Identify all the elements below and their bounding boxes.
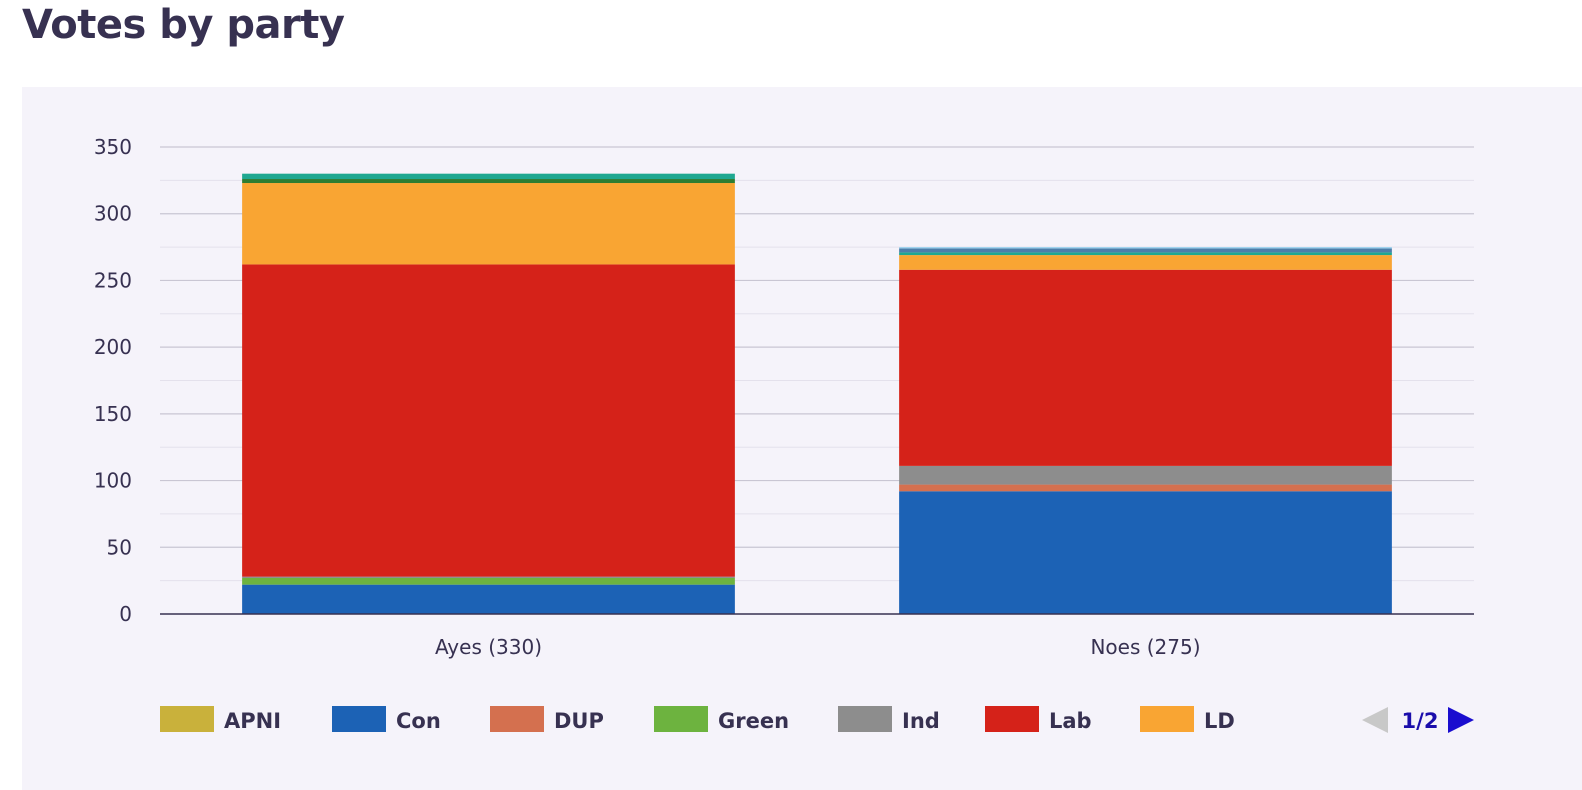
bar-segment-dup[interactable]	[899, 484, 1392, 492]
y-tick-label: 300	[94, 202, 132, 226]
arrow-left-icon[interactable]	[1362, 707, 1388, 733]
bar-segment-other-teal[interactable]	[899, 252, 1392, 256]
bar-segment-lab[interactable]	[242, 264, 735, 577]
stacked-bar-chart: 0 50 100 150 200 250 300 350 Ayes (330) Noes (275…	[94, 135, 1474, 733]
bar-segment-ld[interactable]	[899, 255, 1392, 270]
legend-swatch-ind[interactable]	[838, 706, 892, 732]
y-tick-label: 0	[119, 602, 132, 626]
page-title: Votes by party	[22, 2, 345, 48]
legend-label-con[interactable]: Con	[396, 709, 441, 733]
bar-segment-ind[interactable]	[242, 576, 735, 578]
chart-panel: 0 50 100 150 200 250 300 350 Ayes (330) Noes (275…	[22, 87, 1582, 790]
y-tick-label: 150	[94, 402, 132, 426]
bar-segment-lab[interactable]	[899, 269, 1392, 466]
bar-segment-ind[interactable]	[899, 465, 1392, 485]
bar-segment-other-slate[interactable]	[899, 248, 1392, 253]
legend-swatch-ld[interactable]	[1140, 706, 1194, 732]
legend-swatch-apni[interactable]	[160, 706, 214, 732]
legend-swatch-green[interactable]	[654, 706, 708, 732]
bar-segment-other-teal[interactable]	[242, 173, 735, 180]
bar-segment-con[interactable]	[242, 584, 735, 614]
legend-swatch-lab[interactable]	[985, 706, 1039, 732]
bar-segment-other-light-blue[interactable]	[899, 247, 1392, 249]
y-tick-label: 350	[94, 135, 132, 159]
bar-segment-con[interactable]	[899, 491, 1392, 614]
legend-label-green[interactable]: Green	[718, 709, 789, 733]
arrow-right-icon[interactable]	[1448, 707, 1474, 733]
legend-pager-text: 1/2	[1402, 709, 1439, 733]
x-category-label: Noes (275)	[1090, 635, 1200, 659]
y-tick-label: 200	[94, 335, 132, 359]
legend-label-ind[interactable]: Ind	[902, 709, 940, 733]
bar-segment-ld[interactable]	[242, 183, 735, 265]
legend-swatch-con[interactable]	[332, 706, 386, 732]
legend-label-apni[interactable]: APNI	[224, 709, 281, 733]
legend-label-ld[interactable]: LD	[1204, 709, 1235, 733]
y-tick-label: 50	[107, 535, 132, 559]
legend-swatch-dup[interactable]	[490, 706, 544, 732]
legend-label-lab[interactable]: Lab	[1049, 709, 1092, 733]
bar-segment-other-dark-green[interactable]	[242, 179, 735, 184]
legend-label-dup[interactable]: DUP	[554, 709, 604, 733]
y-tick-label: 100	[94, 469, 132, 493]
bar-segment-green[interactable]	[242, 577, 735, 585]
y-tick-label: 250	[94, 268, 132, 292]
x-category-label: Ayes (330)	[435, 635, 542, 659]
